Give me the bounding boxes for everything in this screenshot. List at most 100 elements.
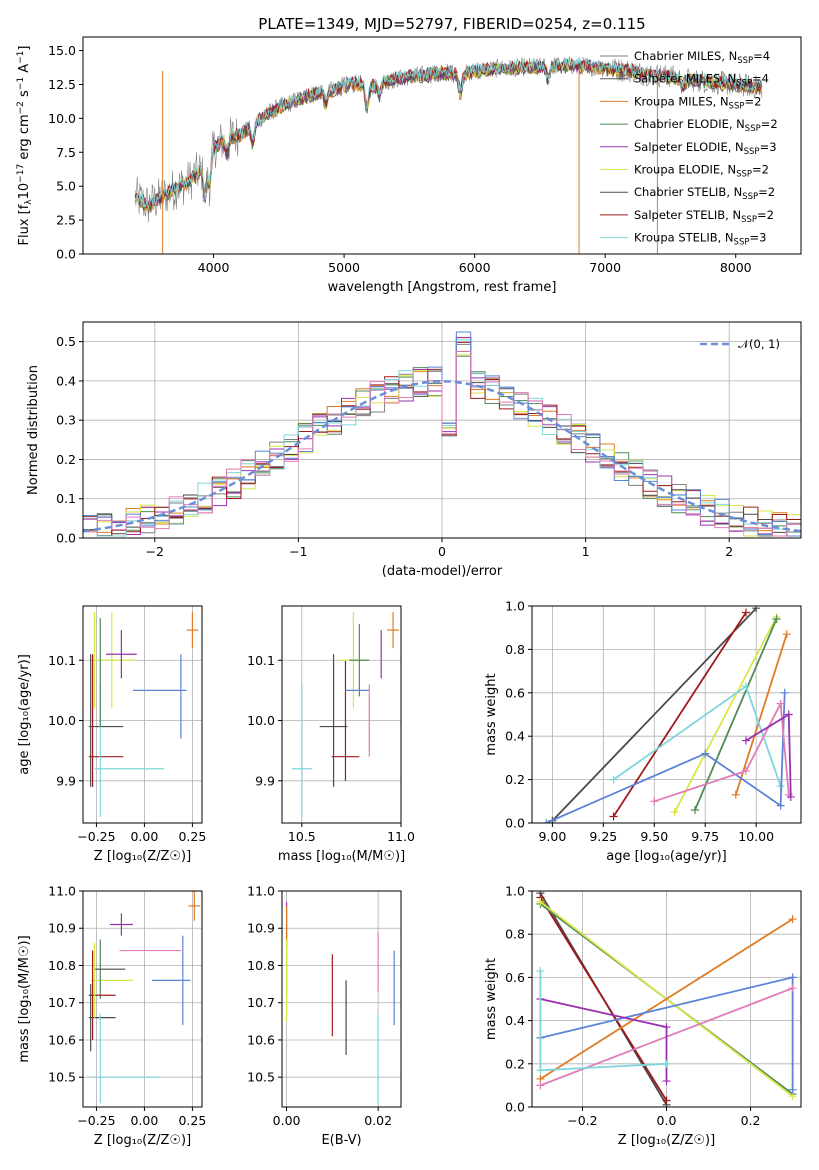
x-tick-label: −0.25 xyxy=(77,829,115,844)
y-tick-label: 0.2 xyxy=(505,772,525,787)
spectrum-data-line xyxy=(134,56,763,223)
x-tick-label: 5000 xyxy=(328,260,360,275)
x-tick-label: 0.2 xyxy=(741,1113,761,1128)
y-tick-label: 7.5 xyxy=(56,145,76,160)
x-axis-label: wavelength [Angstrom, rest frame] xyxy=(328,280,557,295)
x-tick-label: −2 xyxy=(146,544,164,559)
weight-point-marker xyxy=(776,699,785,708)
weight-series-line xyxy=(539,918,794,1080)
y-tick-label: 0.0 xyxy=(505,1100,525,1115)
x-tick-label: 0.25 xyxy=(178,1113,206,1128)
weight-series-line xyxy=(612,612,747,817)
weight-point-marker xyxy=(662,1059,671,1068)
y-tick-label: 10.0 xyxy=(48,713,76,728)
mass_vs_age-axes: 10.5 11.0 9.9 10.0 10.1 mass [log₁₀(M/M☉)] xyxy=(247,606,415,864)
x-tick-label: 0.00 xyxy=(130,1113,158,1128)
spectrum-legend: Chabrier MILES, NSSP=4 Salpeter MILES, NS… xyxy=(600,49,778,248)
legend-label: Salpeter ELODIE, NSSP=3 xyxy=(634,140,777,157)
y-tick-label: 10.0 xyxy=(247,713,275,728)
x-tick-label: 9.25 xyxy=(589,829,617,844)
x-tick-label: 0.02 xyxy=(364,1113,392,1128)
x-axis-label: Z [log₁₀(Z/Z☉)] xyxy=(618,1133,715,1148)
z_vs_mass-axes: −0.25 0.00 0.25 10.5 10.6 10.7 10.8 10.9 11.0 Z [… xyxy=(17,884,206,1149)
weight-point-marker xyxy=(536,897,545,906)
weight-series-line xyxy=(551,607,757,822)
spectrum-plot xyxy=(134,56,763,254)
y-tick-label: 10.7 xyxy=(247,995,275,1010)
mass_vs_age-frame xyxy=(281,605,402,824)
y-tick-label: 0.0 xyxy=(505,816,525,831)
x-tick-label: 0 xyxy=(438,544,446,559)
weight-series-line xyxy=(673,616,778,813)
y-tick-label: 9.9 xyxy=(56,773,76,788)
weight-point-marker xyxy=(609,775,618,784)
y-tick-label: 0.8 xyxy=(505,927,525,942)
x-tick-label: 8000 xyxy=(720,260,752,275)
x-tick-label: 9.75 xyxy=(691,829,719,844)
y-tick-label: 10.7 xyxy=(48,995,76,1010)
y-tick-label: 1.0 xyxy=(505,599,525,614)
weight-series-line xyxy=(539,897,668,1101)
histogram-series xyxy=(83,350,801,538)
weight-point-marker xyxy=(788,915,797,924)
y-tick-label: 0.6 xyxy=(505,685,525,700)
spectrum-frame xyxy=(82,36,802,255)
y-tick-label: 0.0 xyxy=(56,247,76,262)
y-tick-label: 15.0 xyxy=(48,43,76,58)
x-axis-label: Z [log₁₀(Z/Z☉)] xyxy=(94,1133,191,1148)
weight-point-marker xyxy=(731,790,740,799)
z_vs_age-frame xyxy=(82,605,203,824)
y-tick-label: 10.5 xyxy=(247,1070,275,1085)
mass_vs_age-plot xyxy=(291,612,400,817)
weight-point-marker xyxy=(776,801,785,810)
y-tick-label: 10.9 xyxy=(48,921,76,936)
weight-point-marker xyxy=(788,984,797,993)
y-tick-label: 12.5 xyxy=(48,77,76,92)
x-tick-label: 1 xyxy=(582,544,590,559)
weight-series-line xyxy=(734,633,788,796)
weight-point-marker xyxy=(741,682,750,691)
residuals-legend: 𝒩(0, 1) xyxy=(700,337,780,351)
weight-series-line xyxy=(545,692,786,823)
y-tick-label: 0.2 xyxy=(505,1056,525,1071)
weight-point-marker xyxy=(670,808,679,817)
z_vs_weight-axes: −0.2 0.0 0.2 0.0 0.2 0.4 0.6 0.8 1.0 Z [log₁₀(Z/Z… xyxy=(484,884,801,1148)
x-tick-label: −0.2 xyxy=(567,1113,597,1128)
y-tick-label: 0.2 xyxy=(56,452,76,467)
y-tick-label: 10.8 xyxy=(48,958,76,973)
y-tick-label: 0.4 xyxy=(505,1013,525,1028)
ebv_vs_mass-plot xyxy=(285,902,395,1104)
weight-point-marker xyxy=(786,792,795,801)
y-tick-label: 10.0 xyxy=(48,111,76,126)
x-tick-label: 2 xyxy=(725,544,733,559)
y-axis-label: mass weight xyxy=(484,673,499,755)
y-tick-label: 11.0 xyxy=(48,884,76,899)
y-tick-label: 10.1 xyxy=(48,653,76,668)
spectrum-model-line xyxy=(135,57,763,208)
legend-label: Kroupa MILES, NSSP=2 xyxy=(634,94,761,111)
y-tick-label: 10.5 xyxy=(48,1070,76,1085)
x-tick-label: 0.00 xyxy=(273,1113,301,1128)
y-tick-label: 10.9 xyxy=(247,921,275,936)
x-tick-label: 9.00 xyxy=(538,829,566,844)
weight-point-marker xyxy=(650,797,659,806)
x-tick-label: −0.25 xyxy=(77,1113,115,1128)
z_vs_age-axes: −0.25 0.00 0.25 9.9 10.0 10.1 Z [log₁₀(Z/Z☉)] a… xyxy=(17,606,206,864)
normal-curve xyxy=(83,380,801,533)
y-tick-label: 1.0 xyxy=(505,884,525,899)
x-tick-label: 7000 xyxy=(589,260,621,275)
y-tick-label: 10.8 xyxy=(247,958,275,973)
weight-series-line xyxy=(694,618,778,811)
weight-series-line xyxy=(654,700,790,803)
x-axis-label: Z [log₁₀(Z/Z☉)] xyxy=(94,849,191,864)
y-tick-label: 0.8 xyxy=(505,642,525,657)
x-tick-label: 10.5 xyxy=(288,829,316,844)
weight-point-marker xyxy=(788,973,797,982)
residuals-frame xyxy=(82,321,802,539)
y-tick-label: 0.3 xyxy=(56,413,76,428)
legend-label: 𝒩(0, 1) xyxy=(738,337,780,351)
y-axis-label: Normed distribution xyxy=(26,365,41,495)
age_vs_weight-frame xyxy=(531,605,802,824)
z_vs_mass-plot xyxy=(88,891,201,1104)
